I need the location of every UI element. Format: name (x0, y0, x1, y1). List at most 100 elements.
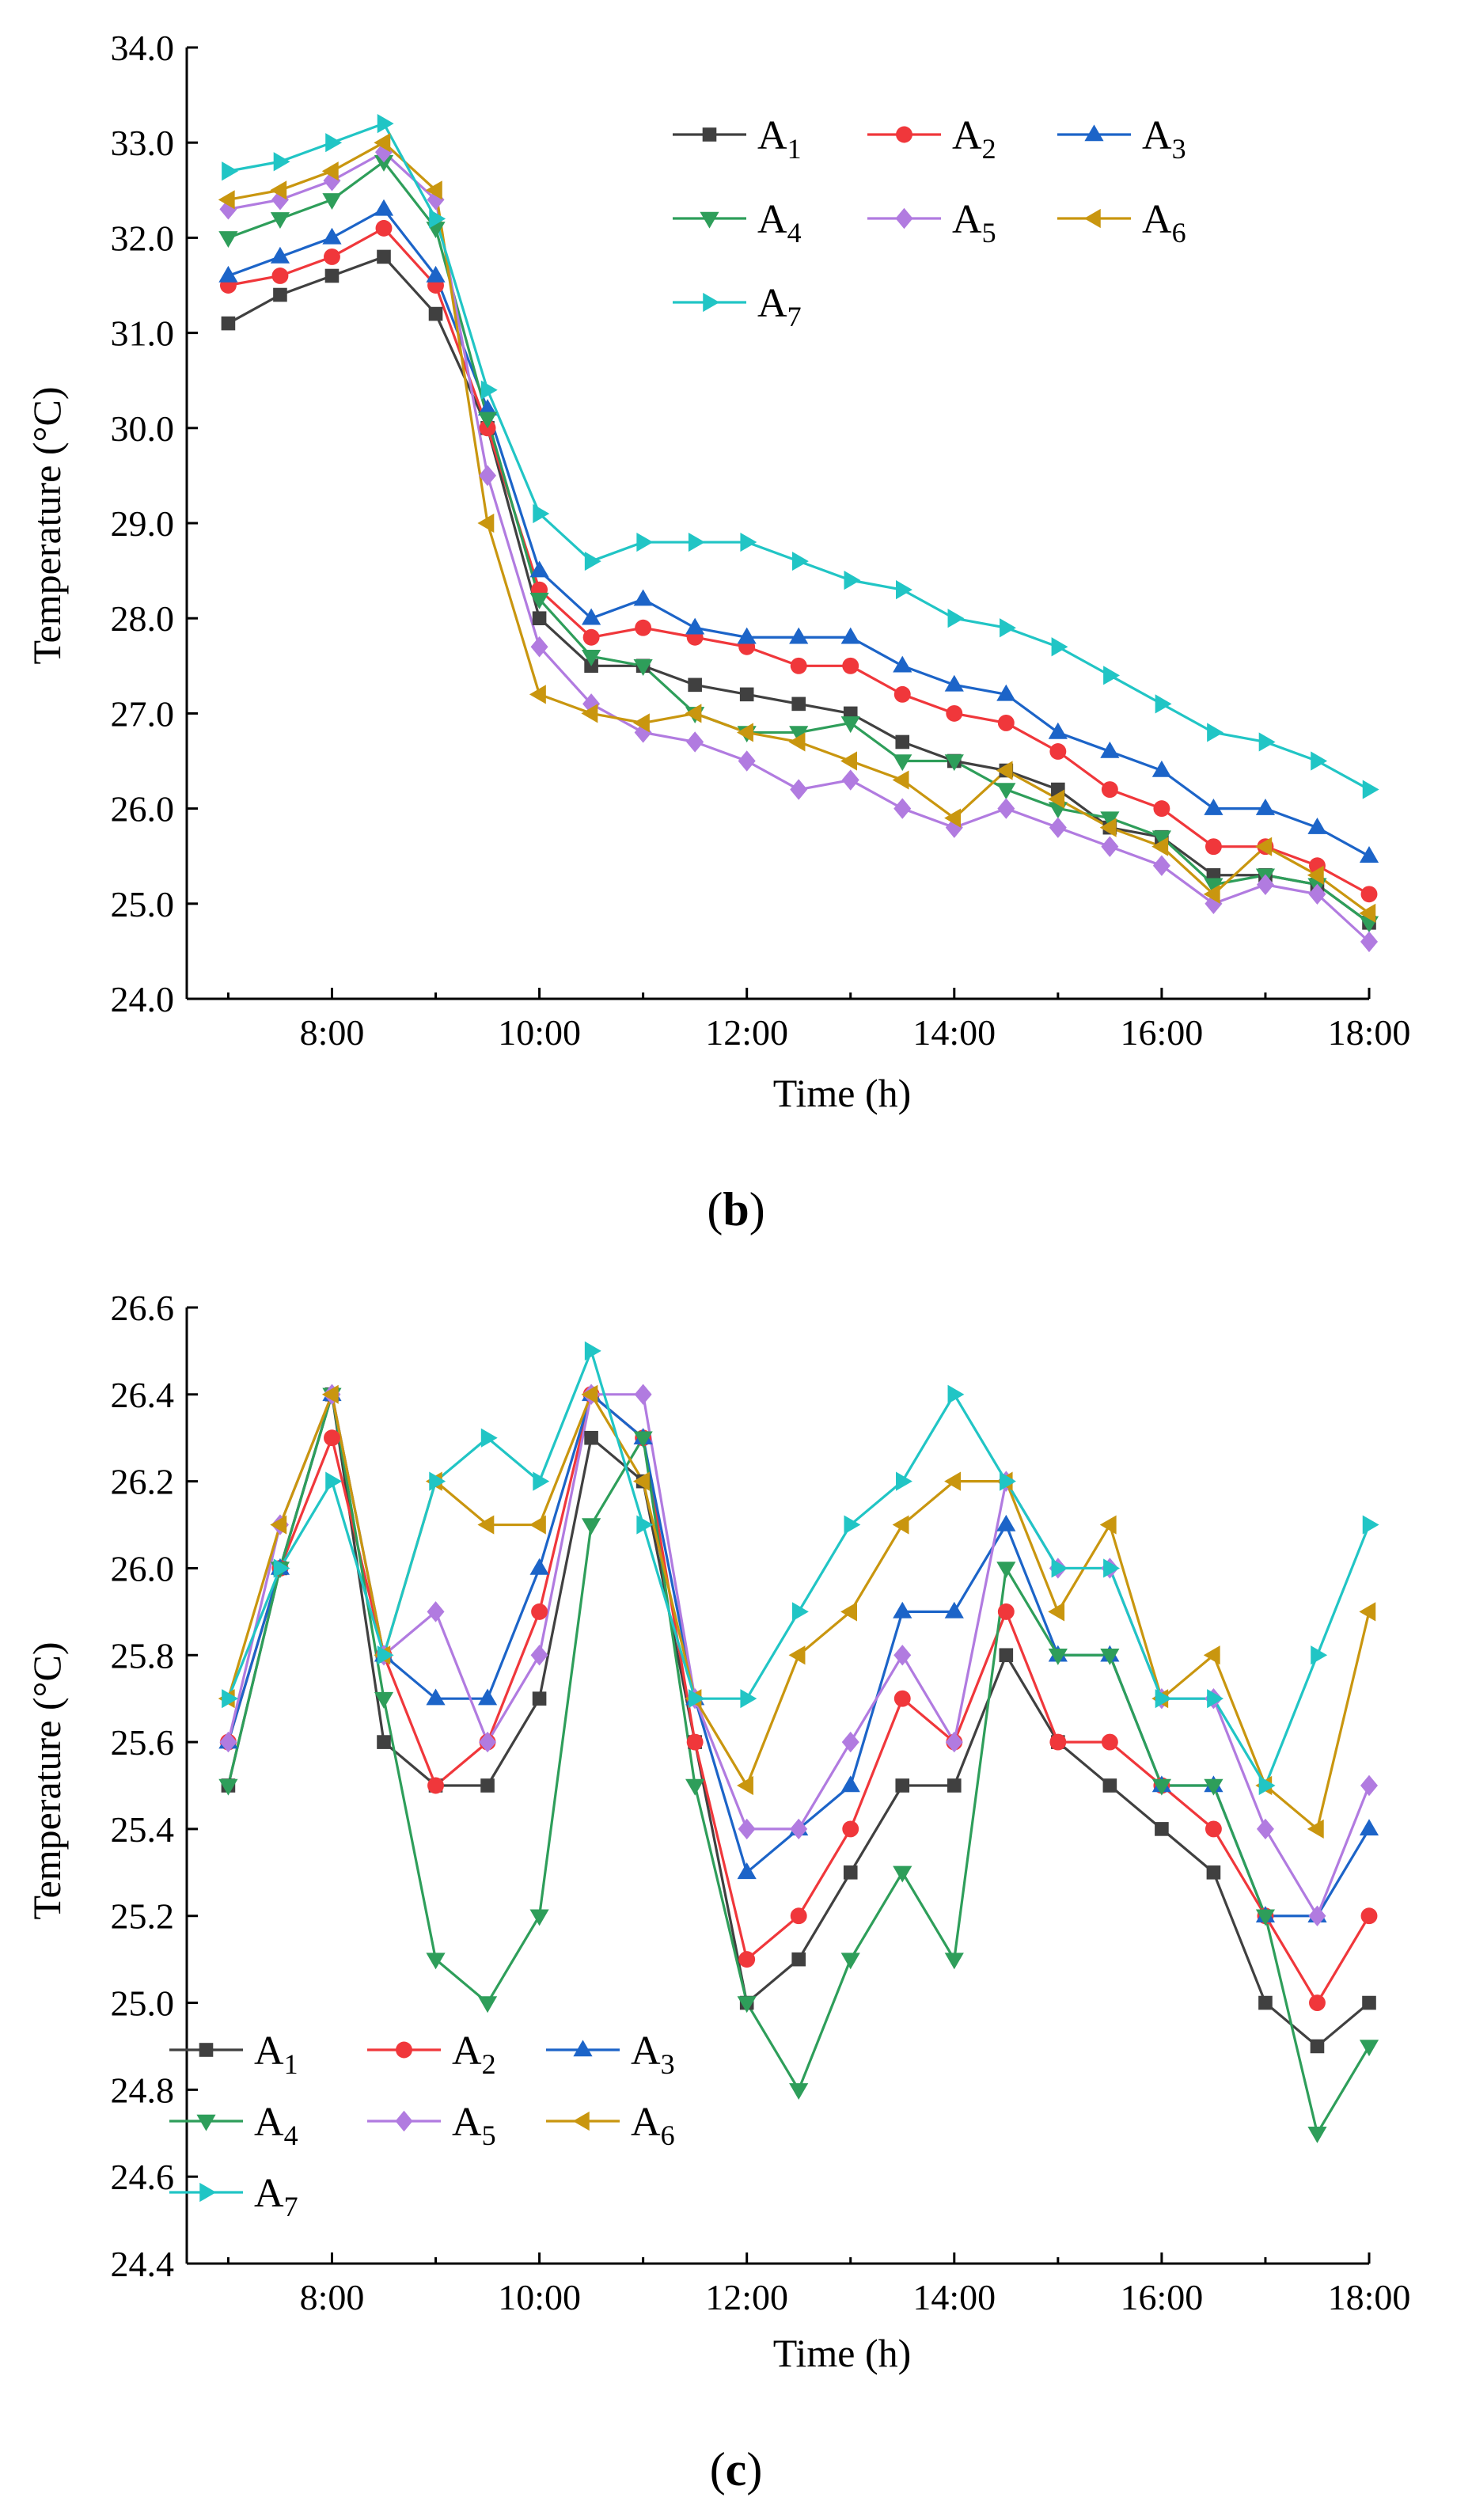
data-point-c-a2 (893, 1690, 911, 1707)
data-point-c-a2 (1101, 1733, 1118, 1751)
data-point-b-a6 (632, 713, 650, 733)
legend-marker-b-a6 (1083, 208, 1101, 229)
data-point-b-a3 (218, 265, 238, 283)
data-point-b-a6 (270, 180, 287, 200)
data-point-c-a3 (426, 1688, 446, 1706)
data-point-b-a7 (1311, 751, 1328, 771)
x-tick-label: 12:00 (705, 1012, 788, 1053)
data-point-c-a1 (532, 1691, 547, 1706)
x-tick-label: 8:00 (300, 1012, 365, 1053)
legend-marker-b-a1 (702, 127, 717, 142)
y-tick-label: 25.0 (111, 1983, 175, 2024)
data-point-c-a7 (896, 1471, 912, 1491)
data-point-b-a6 (685, 704, 702, 723)
data-point-b-a5 (790, 779, 808, 800)
data-point-b-a4 (582, 650, 601, 666)
data-point-c-a6 (529, 1515, 546, 1535)
data-point-c-a4 (218, 1778, 238, 1796)
data-point-c-a5 (479, 1731, 497, 1753)
data-point-b-a5 (530, 636, 548, 658)
data-point-b-a6 (218, 190, 235, 210)
data-point-b-a3 (1151, 760, 1171, 777)
panel-caption-letter-c: c (726, 2443, 747, 2495)
data-point-c-a3 (477, 1688, 498, 1706)
data-point-c-a1 (947, 1778, 962, 1793)
data-point-c-a7 (636, 1515, 654, 1535)
x-tick-label: 16:00 (1121, 1012, 1204, 1053)
data-point-c-a7 (791, 1602, 809, 1622)
y-tick-label: 31.0 (111, 313, 175, 354)
legend-marker-c-a7 (199, 2182, 217, 2203)
data-point-c-a7 (273, 1558, 290, 1578)
data-point-b-a6 (581, 704, 598, 723)
data-point-b-a5 (686, 731, 704, 753)
legend-label-c-a3: A3 (631, 2029, 675, 2080)
data-point-c-a4 (633, 1431, 653, 1448)
data-point-b-a4 (270, 212, 290, 230)
y-tick-label: 32.0 (111, 218, 175, 258)
data-point-c-a6 (581, 1384, 598, 1404)
data-point-b-a4 (374, 154, 394, 172)
data-point-b-a7 (273, 152, 290, 172)
data-point-b-a2 (893, 685, 911, 703)
data-point-b-a4 (893, 754, 912, 772)
y-tick-label: 27.0 (111, 693, 175, 734)
legend-marker-c-a3 (573, 2040, 593, 2057)
data-point-c-a1 (1362, 1995, 1376, 2010)
data-point-b-a4 (322, 193, 342, 210)
data-point-c-a1 (377, 1735, 391, 1749)
data-point-c-a4 (1048, 1649, 1068, 1665)
x-axis-title-c: Time (h) (773, 2331, 912, 2375)
data-point-b-a1 (688, 677, 702, 693)
data-point-c-a6 (321, 1384, 339, 1404)
data-point-c-a7 (947, 1384, 965, 1404)
y-tick-label: 25.2 (111, 1896, 175, 1937)
data-point-c-a3 (996, 1514, 1016, 1531)
legend-marker-b-a3 (1084, 124, 1104, 142)
x-tick-label: 18:00 (1328, 2277, 1411, 2317)
data-point-c-a7 (1311, 1645, 1328, 1665)
data-point-c-a5 (893, 1645, 912, 1666)
data-point-c-a1 (584, 1430, 598, 1445)
data-point-b-a6 (944, 808, 962, 828)
data-point-b-a5 (841, 769, 859, 791)
data-point-c-a3 (840, 1775, 860, 1793)
data-point-c-a5 (1360, 1774, 1378, 1797)
data-point-b-a6 (1359, 903, 1376, 923)
legend-marker-c-a6 (572, 2111, 590, 2131)
data-point-b-a5 (375, 142, 393, 163)
data-point-b-a1 (791, 696, 806, 712)
y-tick-label: 33.0 (111, 123, 175, 163)
legend-label-b-a1: A1 (757, 113, 802, 165)
data-point-b-a5 (1152, 855, 1170, 876)
panel-caption-letter-b: b (723, 1183, 749, 1235)
legend-c: A1 A2 A3 A4 A5 A6 A7 (169, 2029, 675, 2222)
data-point-c-a5 (634, 1383, 652, 1406)
data-point-c-a1 (1206, 1865, 1221, 1880)
data-point-b-a7 (1258, 732, 1276, 752)
data-point-b-a1 (739, 687, 754, 702)
data-point-b-a3 (996, 684, 1016, 701)
data-point-b-a4 (529, 592, 549, 609)
data-point-c-a6 (1048, 1602, 1065, 1622)
data-point-b-a2 (635, 619, 652, 636)
data-point-b-a3 (1048, 722, 1068, 739)
legend-marker-b-a4 (700, 211, 719, 229)
data-point-b-a6 (425, 180, 442, 200)
y-tick-label: 26.4 (111, 1375, 175, 1415)
data-point-c-a4 (996, 1562, 1016, 1579)
y-tick-label: 25.4 (111, 1809, 175, 1850)
legend-label-c-a6: A6 (631, 2100, 675, 2151)
data-point-c-a3 (893, 1601, 912, 1619)
y-tick-label: 24.0 (111, 979, 175, 1019)
data-point-c-a6 (737, 1775, 753, 1796)
y-tick-label: 26.0 (111, 1548, 175, 1588)
data-point-b-a6 (1255, 837, 1273, 856)
y-tick-label: 24.4 (111, 2244, 175, 2284)
data-point-b-a1 (895, 734, 910, 750)
x-tick-label: 14:00 (912, 1012, 996, 1053)
data-point-b-a6 (996, 761, 1013, 780)
data-point-b-a4 (789, 726, 809, 743)
data-point-c-a7 (1103, 1558, 1121, 1578)
data-point-b-a2 (946, 704, 963, 722)
